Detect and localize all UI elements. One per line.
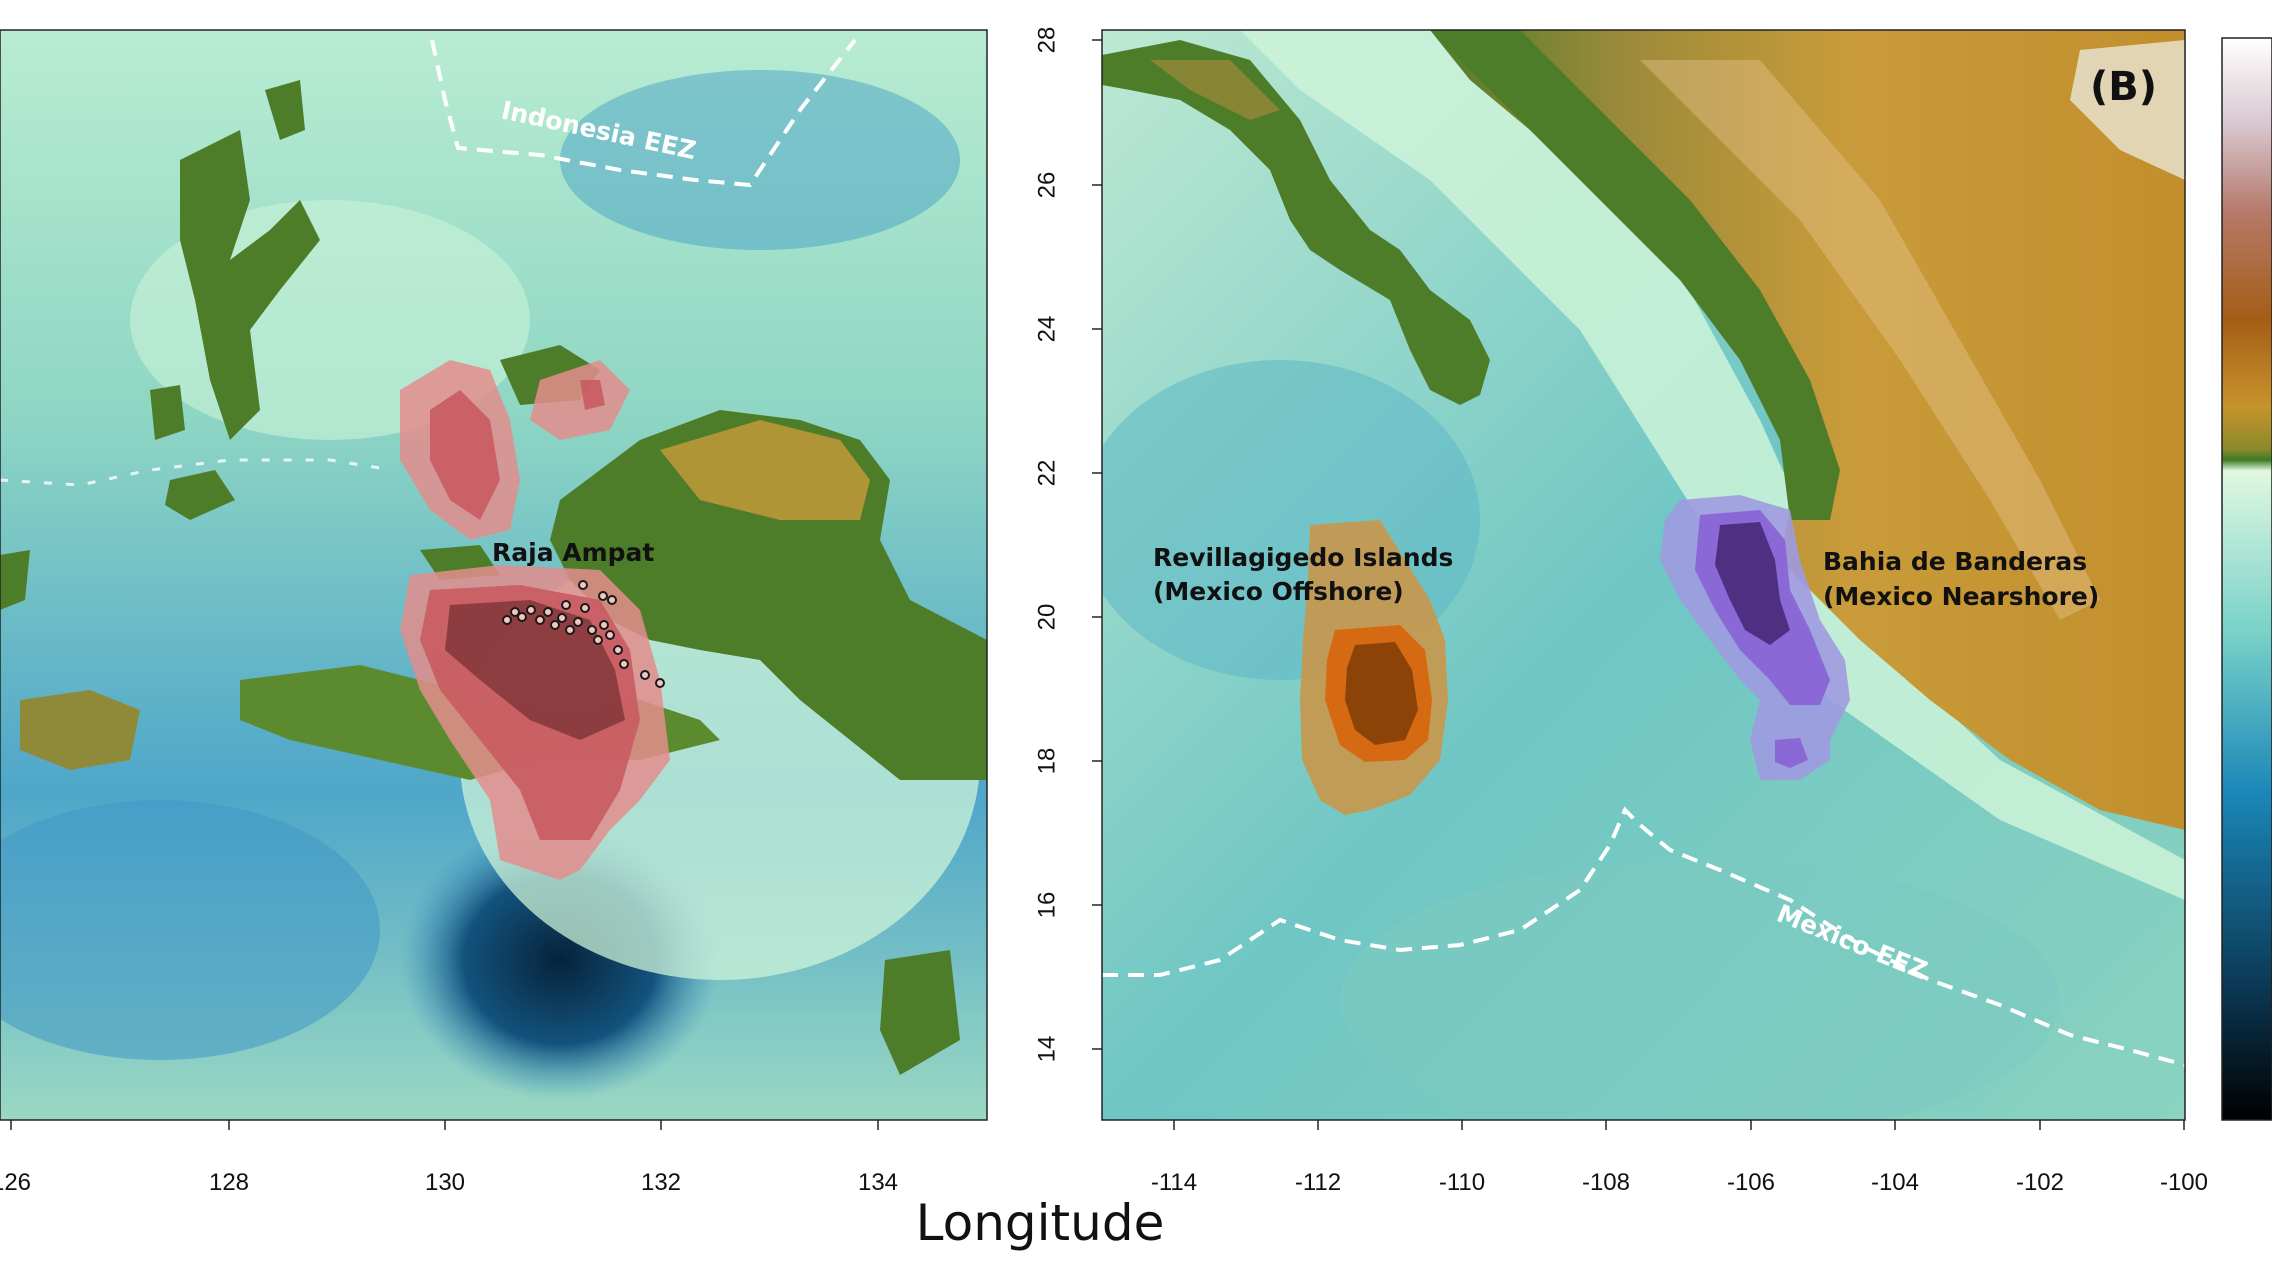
panel-a-island-halmahera [180,130,320,440]
panel-b-baja-highlands [1150,60,1280,120]
sighting-point [573,617,583,627]
panel-a-frame [0,29,988,1121]
panel-b-shelf [1240,30,2185,900]
panel-a-island-small-east [880,950,960,1075]
sighting-point [561,600,571,610]
kde-south-lobe-banderas [1775,738,1808,768]
y-tick-label: 14 [1033,1036,1060,1063]
panel-b-baja-california [1102,40,1490,405]
x-tick-label: -100 [2160,1169,2208,1196]
x-tick-label: 134 [858,1169,898,1196]
panel-a-island-birds-head [550,410,987,780]
sighting-point [587,625,597,635]
panel-a-map: Indonesia EEZ Raja Ampat [0,30,987,1120]
kde-inner-main [445,600,625,740]
panel-b-frame [1101,29,2186,1121]
panel-a-island-obi [0,550,30,610]
panel-b-nearshore-label-line2: (Mexico Nearshore) [1823,582,2099,611]
panel-a-island-west-a [150,385,185,440]
panel-b-label: (B) [2090,64,2157,110]
panel-a-place-label: Raja Ampat [492,538,654,567]
x-tick-label: -106 [1727,1169,1775,1196]
panel-a-eez-line-west [0,458,381,487]
x-tick-label: 126 [0,1169,31,1196]
y-tick-label: 16 [1033,892,1060,919]
y-tick-label: 26 [1033,172,1060,199]
panel-a-kde-raja-ampat [400,360,670,880]
kde-inner-north [430,390,500,520]
x-tick-label: -108 [1582,1169,1630,1196]
sighting-point [619,659,629,669]
elevation-colorbar [2221,37,2272,1121]
kde-outer-northeast [530,360,630,440]
panel-b-kde-banderas [1660,495,1850,780]
sighting-point [543,607,553,617]
kde-inner-banderas [1715,522,1790,645]
panel-a-island-west-b [165,470,235,520]
sighting-point [517,612,527,622]
panel-b-coast-lowland [1430,30,1840,520]
sighting-point [605,630,615,640]
panel-a-sightings [502,580,665,688]
sighting-point [640,670,650,680]
sighting-point [557,613,567,623]
y-tick-label: 18 [1033,748,1060,775]
sighting-point [598,591,608,601]
y-tick-label: 22 [1033,460,1060,487]
kde-inner-northeast [580,380,605,410]
sighting-point [535,615,545,625]
panel-b-y-axis: 28 26 24 22 20 18 16 14 [1033,27,1102,1063]
panel-b-nearshore-label-line1: Bahia de Banderas [1823,547,2087,576]
x-tick-label: -112 [1295,1169,1341,1196]
sighting-point [593,635,603,645]
sighting-point [578,580,588,590]
sighting-point [607,595,617,605]
panel-b-offshore-label-line2: (Mexico Offshore) [1153,577,1404,606]
sighting-point [502,615,512,625]
sighting-point [565,625,575,635]
x-tick-label: -102 [2016,1169,2064,1196]
panel-a-eez-line [430,38,857,188]
x-tick-label: -104 [1871,1169,1919,1196]
x-tick-label: 128 [209,1169,249,1196]
panel-b-sierra-ridge [1640,60,2100,620]
x-axis-title: Longitude [916,1194,1165,1252]
panel-b-kde-revillagigedo [1300,520,1448,815]
x-tick-label: 130 [425,1169,465,1196]
sighting-point [580,603,590,613]
panel-b-offshore-label-line1: Revillagigedo Islands [1153,543,1453,572]
kde-inner-revillagigedo [1345,642,1418,745]
panel-b-snowy-peaks [2070,40,2185,180]
panel-a-island-north-small [265,80,305,140]
x-tick-label: -110 [1439,1169,1485,1196]
panel-b-deep-south [1340,860,2060,1120]
sighting-point [550,620,560,630]
sighting-point [613,645,623,655]
panel-b-map: Mexico EEZ Revillagigedo Islands (Mexico… [1102,30,2185,1120]
sighting-point [599,620,609,630]
panel-a-deep-north [560,70,960,250]
panel-a-birds-head-highlands [660,420,870,520]
y-tick-label: 20 [1033,604,1060,631]
y-tick-label: 28 [1033,27,1060,54]
panel-b-x-axis: -114 -112 -110 -108 -106 -104 -102 -100 [1151,1120,2208,1196]
panel-a-island-buru [20,690,140,770]
panel-a-x-axis: 126 128 130 132 134 [0,1120,898,1196]
panel-a-deep-west [0,800,380,1060]
x-tick-label: -114 [1151,1169,1197,1196]
sighting-point [526,605,536,615]
y-tick-label: 24 [1033,316,1060,343]
x-tick-label: 132 [641,1169,681,1196]
sighting-point [655,678,665,688]
panel-b-eez-line [1102,806,2185,1067]
sighting-point [510,607,520,617]
